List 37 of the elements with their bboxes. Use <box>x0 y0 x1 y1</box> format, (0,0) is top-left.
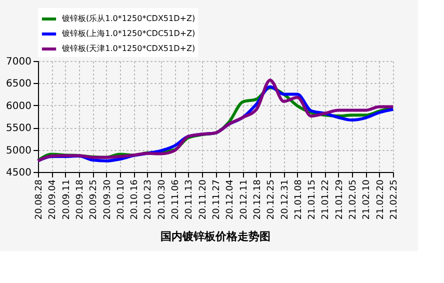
y-tick-label: 5500 <box>6 123 32 134</box>
legend-label: 镀锌板(乐从1.0*1250*CDX51D+Z) <box>61 14 196 23</box>
x-tick-label: 20.10.16 <box>130 179 140 220</box>
x-tick-label: 20.09.30 <box>102 179 113 220</box>
x-tick-label: 20.12.31 <box>280 180 290 220</box>
y-tick-label: 4500 <box>6 168 32 178</box>
x-tick-label: 20.10.23 <box>144 180 154 220</box>
y-tick-label: 6000 <box>6 100 32 112</box>
x-tick-label: 20.10.30 <box>157 179 168 220</box>
x-tick-label: 20.12.04 <box>226 179 236 220</box>
x-tick-label: 21.01.22 <box>321 180 332 220</box>
x-tick-label: 20.08.28 <box>34 179 44 220</box>
x-tick-label: 20.11.06 <box>171 179 182 220</box>
legend-label: 镀锌板(上海1.0*1250*CDC51D+Z) <box>61 29 196 38</box>
text: 国内镀锌板价格走势图 <box>160 230 270 244</box>
x-tick-label: 20.11.20 <box>198 179 208 220</box>
x-tick-label: 20.11.27 <box>212 180 222 220</box>
x-tick-label: 21.01.15 <box>308 180 318 220</box>
x-tick-label: 21.02.25 <box>390 180 400 220</box>
y-tick-label: 5000 <box>6 145 32 156</box>
x-tick-label: 21.01.29 <box>334 179 345 220</box>
x-tick-label: 20.12.11 <box>239 180 250 220</box>
x-tick-label: 20.09.11 <box>62 180 72 220</box>
x-tick-label: 20.10.10 <box>116 179 126 220</box>
y-tick-label: 6500 <box>6 78 32 90</box>
x-tick-label: 20.11.13 <box>184 180 195 220</box>
x-tick-label: 20.09.25 <box>89 180 100 220</box>
y-tick-label: 7000 <box>6 56 32 68</box>
x-tick-label: 21.01.08 <box>294 179 304 220</box>
x-tick-label: 21.02.10 <box>362 179 372 220</box>
x-tick-label: 20.09.18 <box>75 179 86 220</box>
x-tick-label: 20.09.04 <box>48 179 58 220</box>
x-tick-label: 21.02.20 <box>376 179 386 220</box>
legend-label: 镀锌板(天津1.0*1250*CDX51D+Z) <box>61 44 196 53</box>
x-tick-label: 21.02.05 <box>348 180 359 220</box>
x-tick-label: 20.12.18 <box>252 179 263 220</box>
x-tick-label: 20.12.25 <box>266 180 277 220</box>
